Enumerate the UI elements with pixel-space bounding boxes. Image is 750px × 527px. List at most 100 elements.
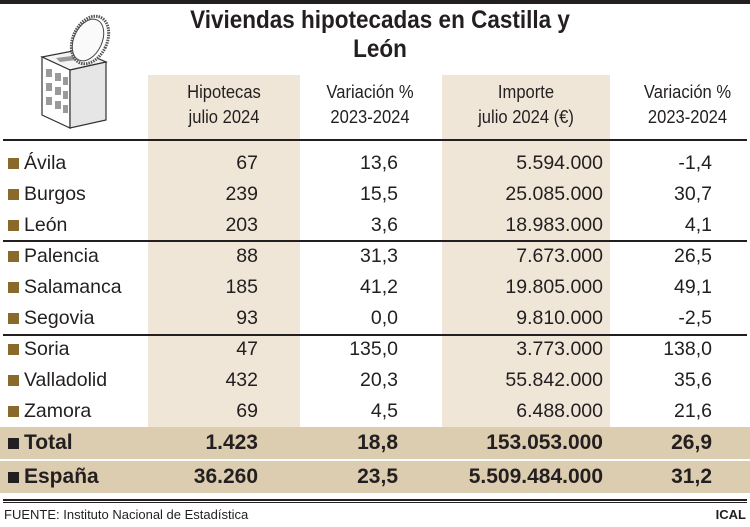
cell-variacion-importe: 35,6 xyxy=(674,369,712,391)
cell-importe: 9.810.000 xyxy=(516,307,603,329)
cell-importe: 5.509.484.000 xyxy=(468,465,603,488)
cell-hipotecas: 1.423 xyxy=(205,431,258,454)
header-line: Hipotecas xyxy=(187,82,261,102)
cell-hipotecas: 88 xyxy=(236,245,258,267)
cell-variacion-hipotecas: 4,5 xyxy=(370,400,398,422)
cell-hipotecas: 185 xyxy=(225,276,258,298)
table-row: Burgos 239 15,5 25.085.000 30,7 xyxy=(0,179,750,210)
row-label: Palencia xyxy=(24,245,99,267)
table-row: Ávila 67 13,6 5.594.000 -1,4 xyxy=(0,148,750,179)
header-variacion-hipotecas: Variación % 2023-2024 xyxy=(310,80,430,130)
cell-variacion-hipotecas: 18,8 xyxy=(357,431,398,454)
cell-importe: 5.594.000 xyxy=(516,152,603,174)
table-row: Valladolid 432 20,3 55.842.000 35,6 xyxy=(0,365,750,396)
cell-importe: 18.983.000 xyxy=(505,214,603,236)
bullet-icon xyxy=(8,344,19,355)
bullet-icon xyxy=(8,158,19,169)
cell-variacion-importe: 21,6 xyxy=(674,400,712,422)
cell-variacion-hipotecas: 135,0 xyxy=(349,338,398,360)
header-line: 2023-2024 xyxy=(647,107,728,127)
header-variacion-importe: Variación % 2023-2024 xyxy=(630,80,745,130)
credit: ICAL xyxy=(715,507,746,522)
header-importe: Importe julio 2024 (€) xyxy=(449,80,604,130)
cell-hipotecas: 67 xyxy=(236,152,258,174)
header-line: Importe xyxy=(497,82,555,102)
cell-variacion-importe: 26,5 xyxy=(674,245,712,267)
bullet-icon xyxy=(8,282,19,293)
cell-importe: 6.488.000 xyxy=(516,400,603,422)
cell-variacion-hipotecas: 0,0 xyxy=(370,307,398,329)
source-note: FUENTE: Instituto Nacional de Estadístic… xyxy=(4,507,249,522)
column-band-hipotecas xyxy=(148,75,300,427)
page-title: Viviendas hipotecadas en Castilla y León xyxy=(190,6,570,63)
header-divider xyxy=(3,139,747,141)
row-label: Segovia xyxy=(24,307,95,329)
cell-importe: 7.673.000 xyxy=(516,245,603,267)
group-divider xyxy=(3,240,747,242)
cell-importe: 153.053.000 xyxy=(486,431,603,454)
table-row: Palencia 88 31,3 7.673.000 26,5 xyxy=(0,241,750,272)
cell-hipotecas: 93 xyxy=(236,307,258,329)
header-line: 2023-2024 xyxy=(330,107,410,127)
cell-hipotecas: 203 xyxy=(225,214,258,236)
row-label: Ávila xyxy=(24,152,67,174)
cell-importe: 55.842.000 xyxy=(505,369,603,391)
column-band-importe xyxy=(442,75,610,427)
table-row: Soria 47 135,0 3.773.000 138,0 xyxy=(0,334,750,365)
cell-hipotecas: 47 xyxy=(236,338,258,360)
cell-variacion-hipotecas: 41,2 xyxy=(360,276,398,298)
bullet-icon xyxy=(8,406,19,417)
cell-variacion-importe: -2,5 xyxy=(678,307,712,329)
bullet-icon xyxy=(8,472,19,483)
row-label: Total xyxy=(24,431,73,454)
cell-variacion-importe: 4,1 xyxy=(684,214,712,236)
group-divider xyxy=(3,334,747,336)
bullet-icon xyxy=(8,220,19,231)
bullet-icon xyxy=(8,438,19,449)
bullet-icon xyxy=(8,251,19,262)
cell-variacion-hipotecas: 31,3 xyxy=(360,245,398,267)
bullet-icon xyxy=(8,189,19,200)
cell-hipotecas: 432 xyxy=(225,369,258,391)
cell-variacion-hipotecas: 23,5 xyxy=(357,465,398,488)
table-row: Segovia 93 0,0 9.810.000 -2,5 xyxy=(0,303,750,334)
cell-variacion-importe: -1,4 xyxy=(678,152,712,174)
cell-hipotecas: 69 xyxy=(236,400,258,422)
top-rule xyxy=(0,0,750,4)
cell-variacion-hipotecas: 20,3 xyxy=(360,369,398,391)
cell-variacion-importe: 30,7 xyxy=(674,183,712,205)
summary-row: Total 1.423 18,8 153.053.000 26,9 xyxy=(0,427,750,459)
cell-variacion-hipotecas: 13,6 xyxy=(360,152,398,174)
cell-importe: 19.805.000 xyxy=(505,276,603,298)
building-coin-icon xyxy=(40,14,111,129)
header-hipotecas: Hipotecas julio 2024 xyxy=(154,80,294,130)
cell-hipotecas: 36.260 xyxy=(193,465,258,488)
row-label: Valladolid xyxy=(24,369,108,391)
cell-hipotecas: 239 xyxy=(225,183,258,205)
table-row: León 203 3,6 18.983.000 4,1 xyxy=(0,210,750,241)
header-line: Variación % xyxy=(643,82,732,102)
header-line: julio 2024 (€) xyxy=(478,107,574,127)
cell-importe: 25.085.000 xyxy=(505,183,603,205)
row-label: Soria xyxy=(24,338,70,360)
cell-variacion-importe: 26,9 xyxy=(671,431,712,454)
cell-variacion-importe: 31,2 xyxy=(671,465,712,488)
cell-variacion-hipotecas: 15,5 xyxy=(360,183,398,205)
footer-divider xyxy=(3,499,747,501)
table-row: Zamora 69 4,5 6.488.000 21,6 xyxy=(0,396,750,427)
summary-row: España 36.260 23,5 5.509.484.000 31,2 xyxy=(0,461,750,493)
cell-importe: 3.773.000 xyxy=(516,338,603,360)
row-label: León xyxy=(24,214,68,236)
cell-variacion-hipotecas: 3,6 xyxy=(370,214,398,236)
row-label: Burgos xyxy=(24,183,86,205)
row-label: España xyxy=(24,465,99,488)
cell-variacion-importe: 138,0 xyxy=(663,338,712,360)
table-row: Salamanca 185 41,2 19.805.000 49,1 xyxy=(0,272,750,303)
bullet-icon xyxy=(8,375,19,386)
header-line: Variación % xyxy=(326,82,414,102)
row-label: Zamora xyxy=(24,400,92,422)
bullet-icon xyxy=(8,313,19,324)
header-line: julio 2024 xyxy=(188,107,260,127)
row-label: Salamanca xyxy=(24,276,122,298)
